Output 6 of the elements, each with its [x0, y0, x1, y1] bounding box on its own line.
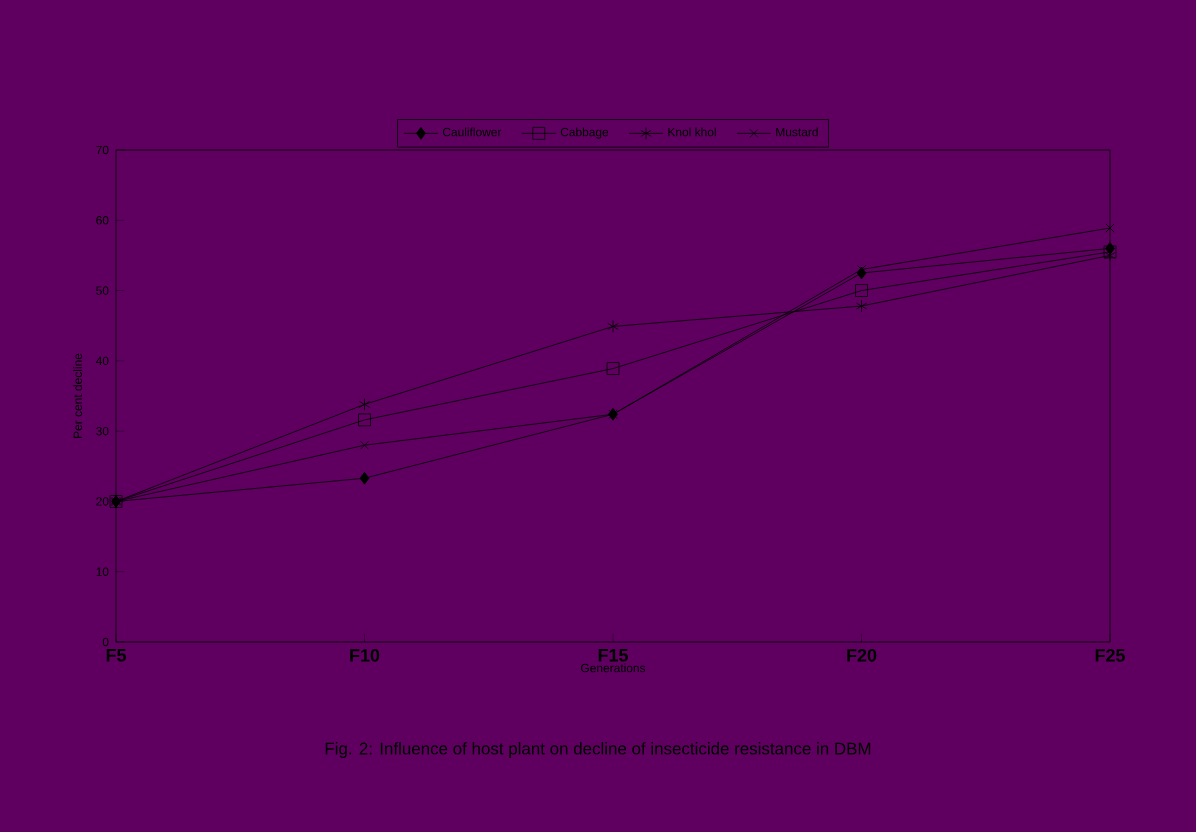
x-tick-label: F5: [106, 649, 126, 662]
x-tick-label: F25: [1095, 649, 1125, 662]
x-tick-label: F15: [598, 649, 628, 662]
text: Fig. 2: Influence of host plant on decline of insecticide resistance in DBM: [325, 742, 871, 758]
x-tick-label: F20: [847, 649, 877, 662]
x-tick-label: F10: [350, 649, 380, 662]
